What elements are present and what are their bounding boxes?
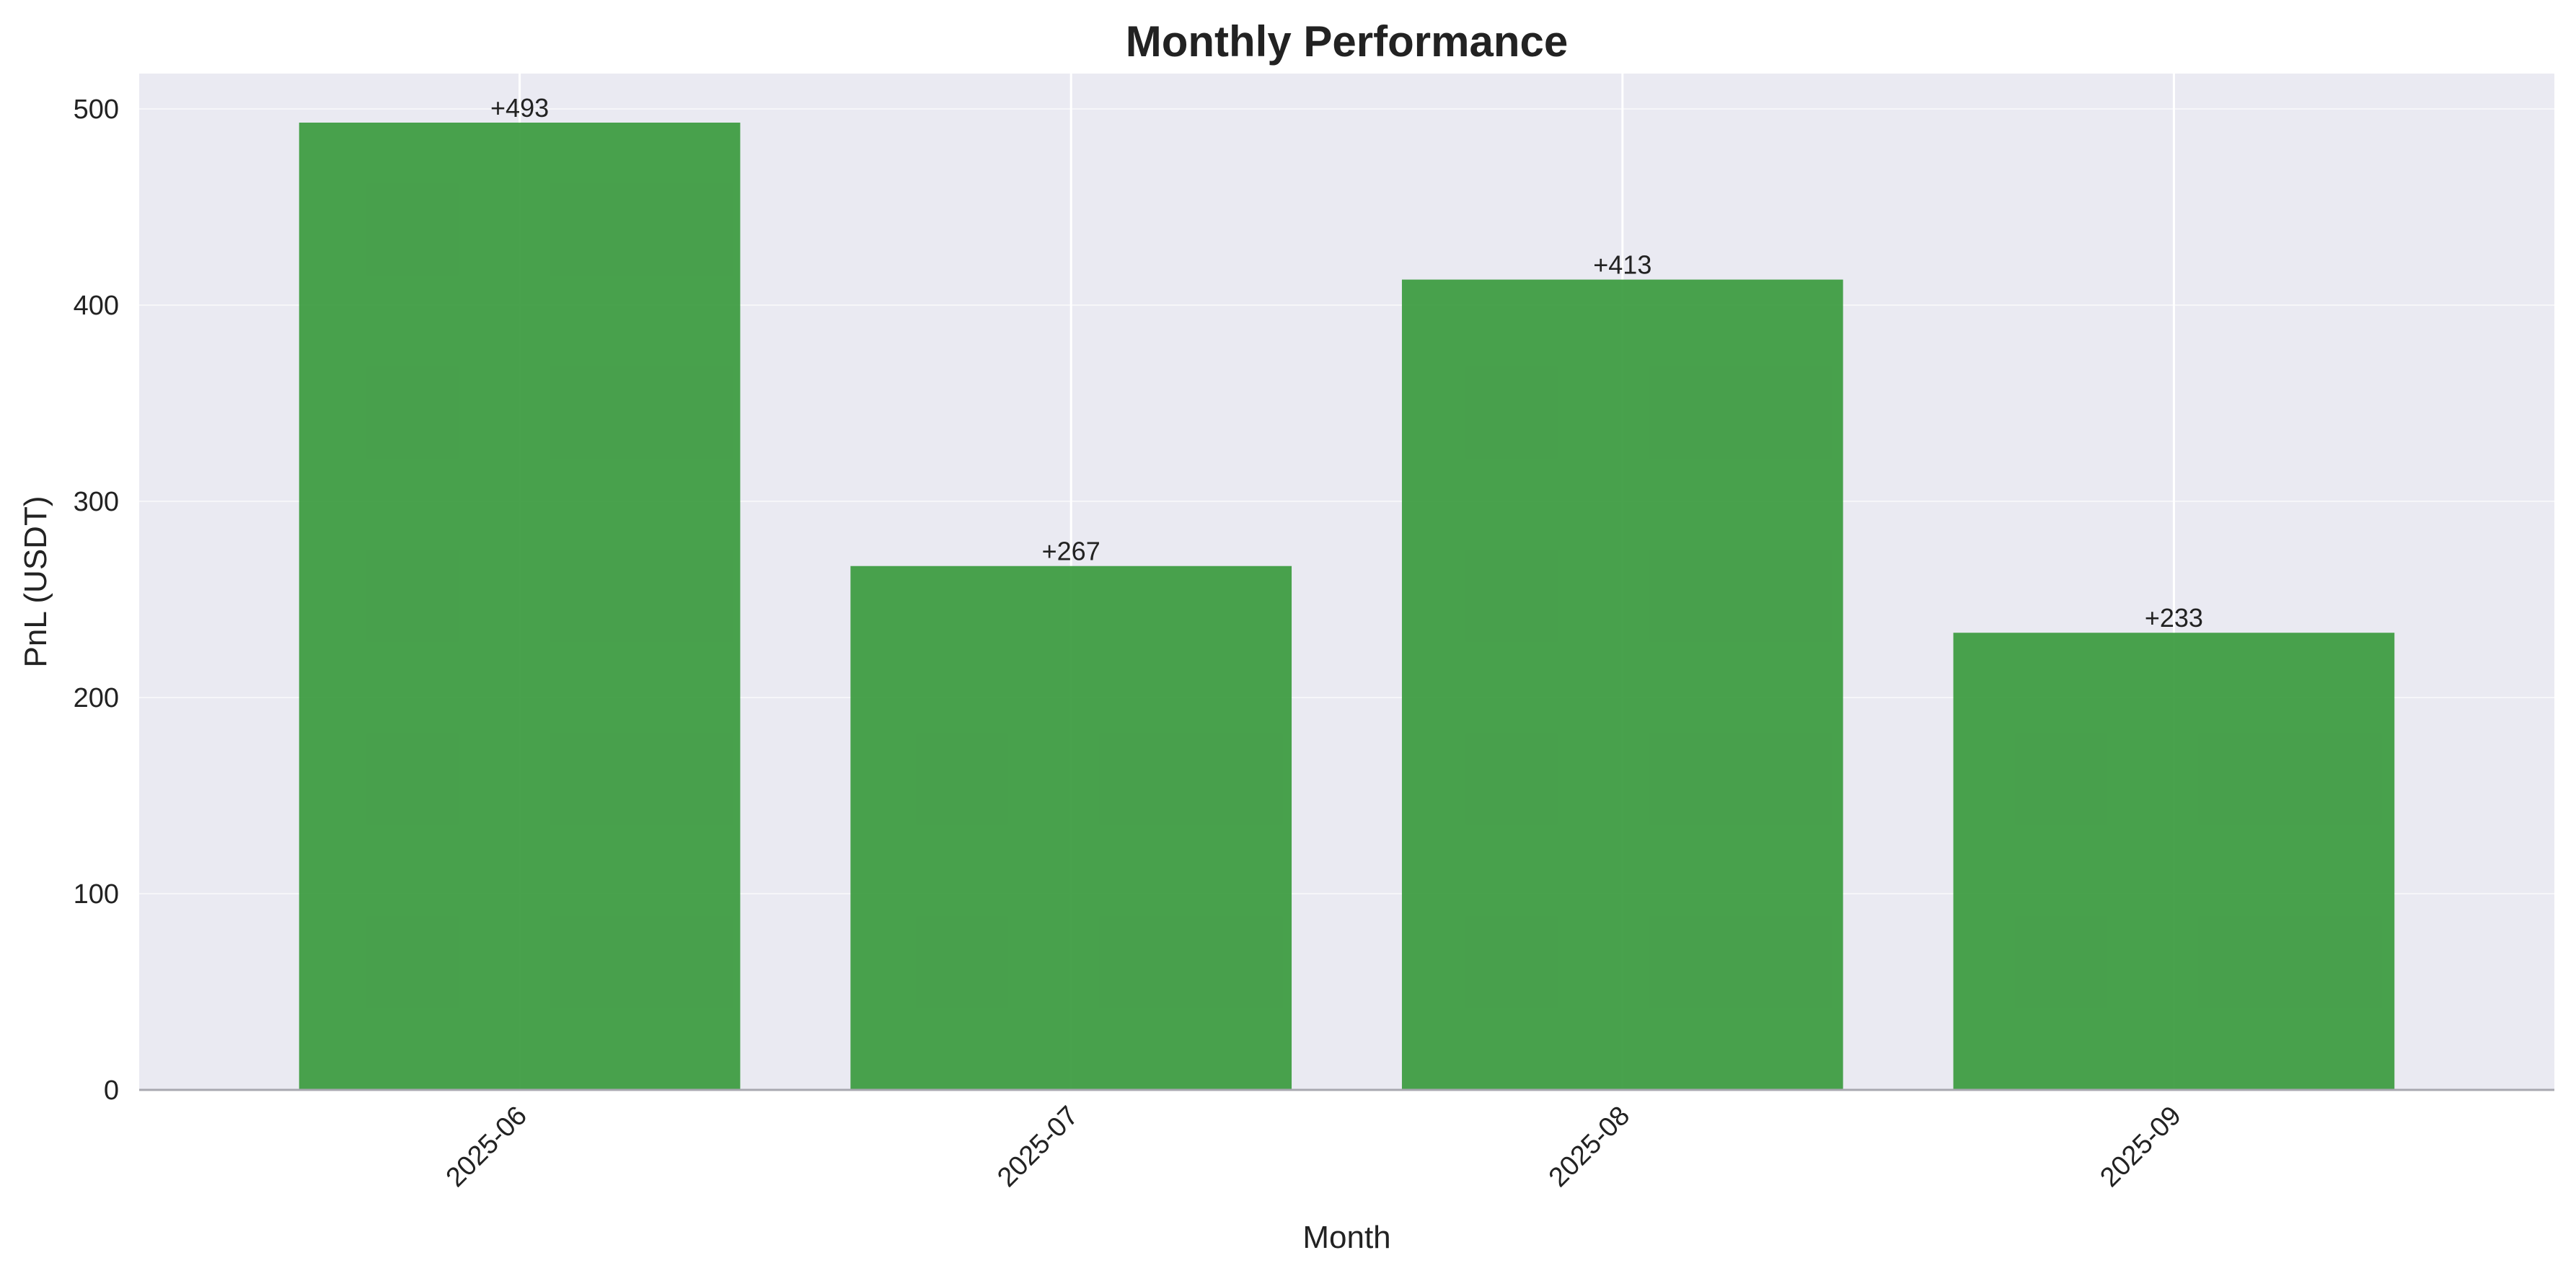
- y-tick-label: 100: [74, 879, 119, 910]
- y-tick-label: 300: [74, 487, 119, 517]
- y-tick-label: 200: [74, 683, 119, 713]
- x-tick-label: 2025-07: [992, 1101, 1084, 1193]
- x-tick-label: 2025-06: [441, 1101, 533, 1193]
- data-label: +233: [2145, 603, 2203, 633]
- x-tick-label: 2025-09: [2094, 1101, 2187, 1193]
- bar-2025-06: [299, 123, 741, 1090]
- y-axis-label: PnL (USDT): [18, 496, 53, 668]
- bar-2025-09: [1953, 633, 2395, 1090]
- data-label: +267: [1042, 537, 1100, 566]
- x-tick-label: 2025-08: [1543, 1101, 1636, 1193]
- y-tick-label: 0: [104, 1075, 119, 1106]
- y-axis-ticks: 0 100 200 300 400 500: [74, 94, 119, 1106]
- x-axis-ticks: 2025-06 2025-07 2025-08 2025-09: [441, 1101, 2187, 1193]
- y-tick-label: 400: [74, 291, 119, 321]
- y-tick-label: 500: [74, 94, 119, 125]
- x-axis-label: Month: [1302, 1220, 1390, 1255]
- bars: [299, 123, 2395, 1090]
- data-label: +493: [490, 93, 549, 123]
- bar-2025-08: [1401, 279, 1843, 1090]
- bar-2025-07: [850, 566, 1292, 1090]
- data-label: +413: [1593, 250, 1651, 280]
- chart-title: Monthly Performance: [1126, 17, 1568, 66]
- data-labels: +493 +267 +413 +233: [490, 93, 2203, 633]
